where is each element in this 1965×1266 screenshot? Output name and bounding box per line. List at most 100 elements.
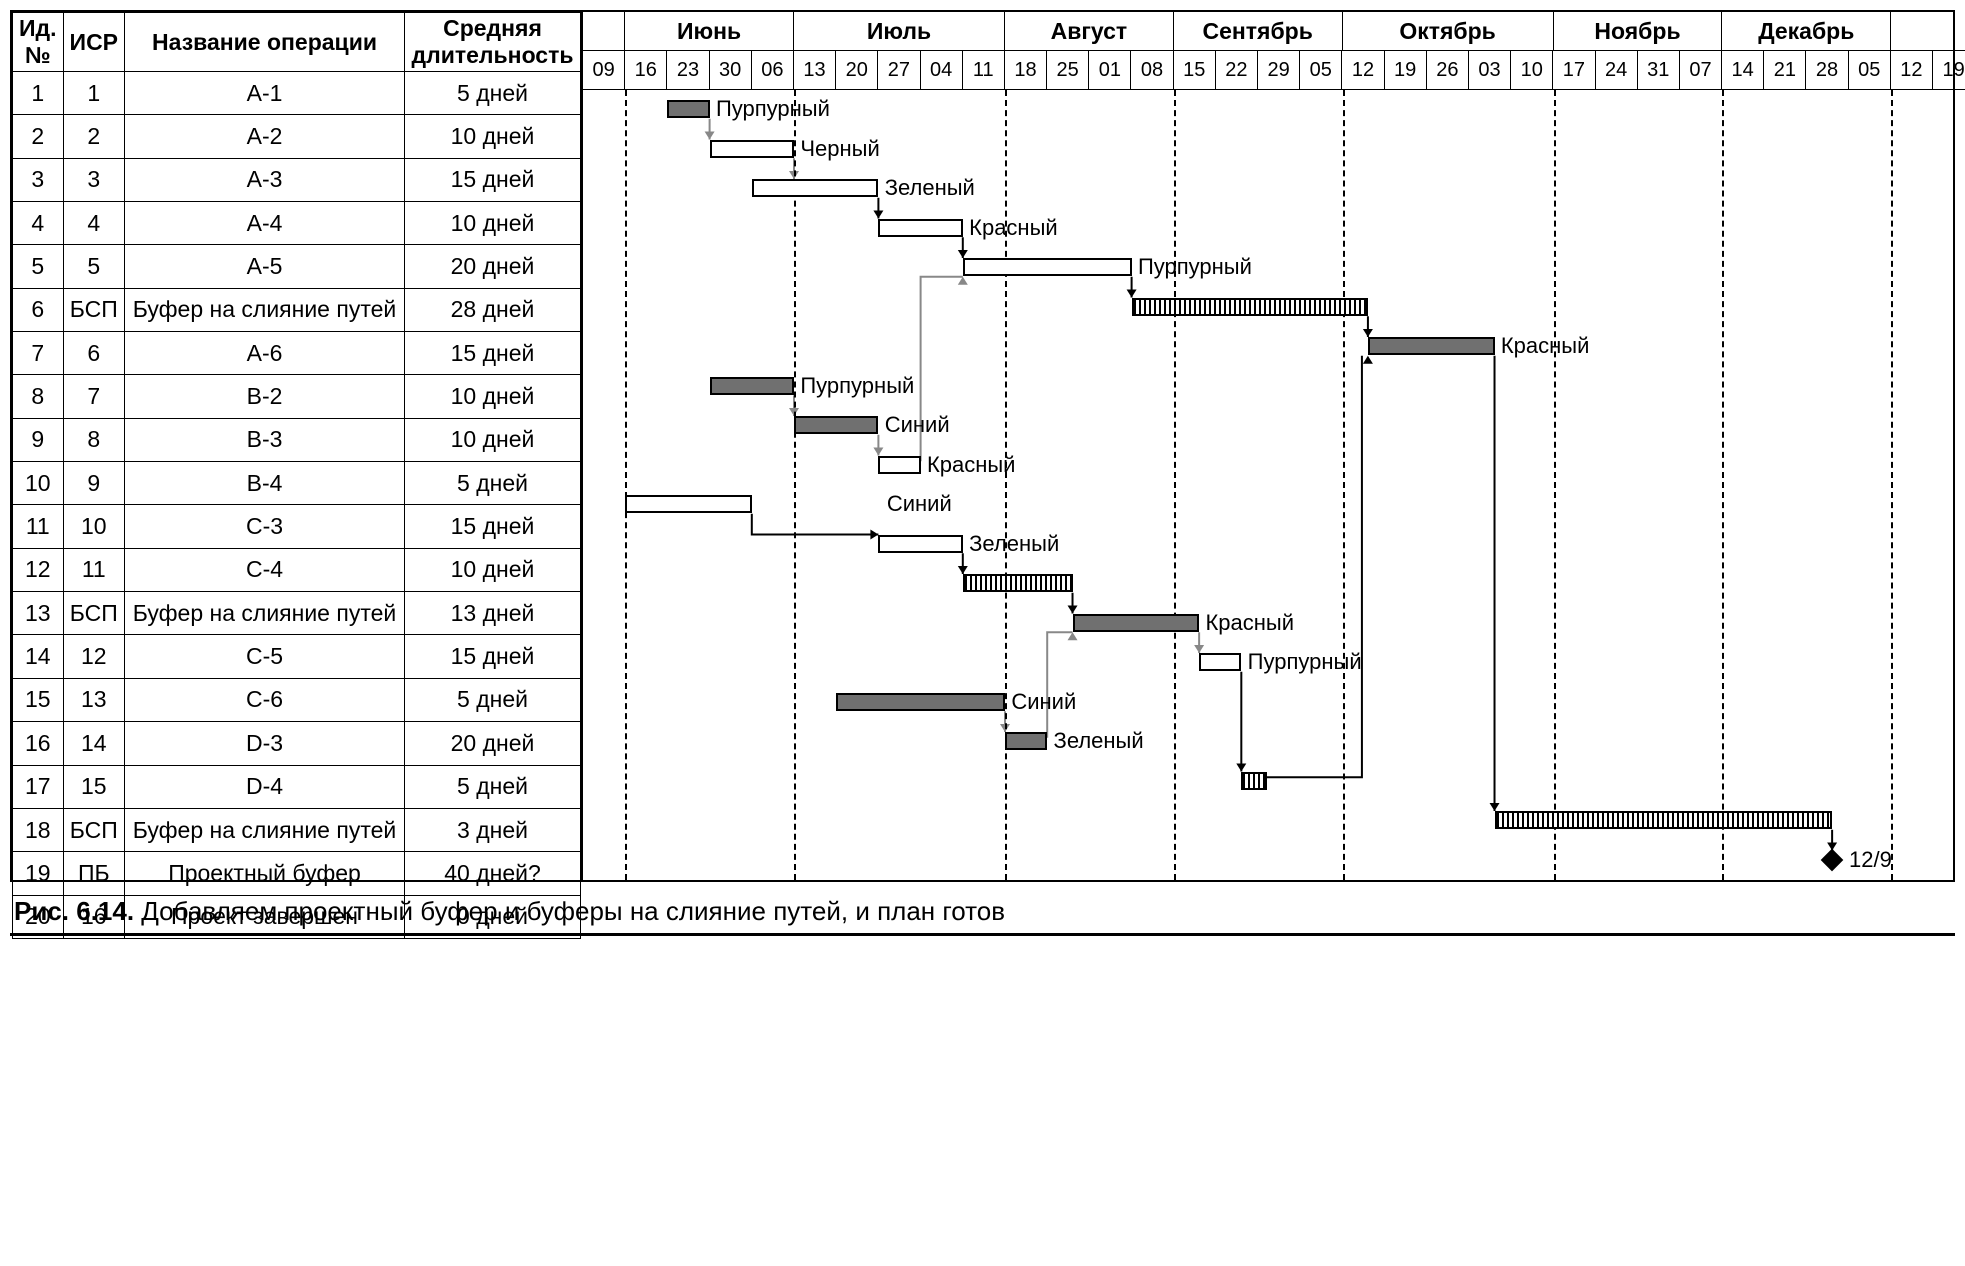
gantt-row	[583, 564, 1965, 604]
cell-wbs: 8	[63, 418, 124, 461]
table-row: 109B-45 дней	[13, 462, 581, 505]
cell-dur: 15 дней	[405, 332, 581, 375]
gantt-bar	[1073, 614, 1200, 632]
week-header: 27	[878, 51, 920, 89]
week-header: 31	[1638, 51, 1680, 89]
cell-dur: 15 дней	[405, 635, 581, 678]
cell-name: C-6	[125, 678, 405, 721]
cell-id: 15	[13, 678, 64, 721]
table-row: 11A-15 дней	[13, 72, 581, 115]
th-wbs: ИСР	[63, 13, 124, 72]
cell-dur: 10 дней	[405, 202, 581, 245]
gantt-bar	[878, 456, 920, 474]
week-header: 10	[1511, 51, 1553, 89]
gantt-bar	[710, 140, 794, 158]
gantt-bar	[667, 100, 709, 118]
bar-label: Красный	[927, 452, 1016, 478]
cell-name: C-3	[125, 505, 405, 548]
bar-label: Зеленый	[969, 531, 1059, 557]
gantt-row: Красный	[583, 604, 1965, 644]
week-header: 16	[625, 51, 667, 89]
week-header: 29	[1258, 51, 1300, 89]
cell-name: Буфер на слияние путей	[125, 288, 405, 331]
week-header: 30	[710, 51, 752, 89]
table-row: 22A-210 дней	[13, 115, 581, 158]
cell-id: 17	[13, 765, 64, 808]
cell-wbs: 4	[63, 202, 124, 245]
cell-name: A-1	[125, 72, 405, 115]
gantt-figure: Ид.№ ИСР Название операции Средняядлител…	[10, 10, 1955, 936]
cell-wbs: 10	[63, 505, 124, 548]
cell-name: A-5	[125, 245, 405, 288]
cell-name: D-4	[125, 765, 405, 808]
cell-id: 6	[13, 288, 64, 331]
table-row: 1614D-320 дней	[13, 722, 581, 765]
cell-wbs: БСП	[63, 592, 124, 635]
gantt-row	[583, 762, 1965, 802]
gantt-row: Красный	[583, 327, 1965, 367]
th-name: Название операции	[125, 13, 405, 72]
table-row: 1513C-65 дней	[13, 678, 581, 721]
gantt-bar	[963, 574, 1073, 592]
gantt-bar	[963, 258, 1132, 276]
cell-wbs: 11	[63, 548, 124, 591]
cell-wbs: 3	[63, 158, 124, 201]
cell-dur: 20 дней	[405, 245, 581, 288]
week-header: 22	[1216, 51, 1258, 89]
cell-dur: 40 дней?	[405, 852, 581, 895]
week-header: 23	[667, 51, 709, 89]
cell-name: C-5	[125, 635, 405, 678]
cell-name: Проектный буфер	[125, 852, 405, 895]
cell-id: 12	[13, 548, 64, 591]
gantt-row: Красный	[583, 446, 1965, 486]
cell-id: 10	[13, 462, 64, 505]
cell-id: 9	[13, 418, 64, 461]
bar-label: Черный	[800, 136, 879, 162]
cell-wbs: 7	[63, 375, 124, 418]
week-header: 08	[1131, 51, 1173, 89]
week-header: 04	[921, 51, 963, 89]
gantt-chart: ИюньИюльАвгустСентябрьОктябрьНоябрьДекаб…	[581, 12, 1965, 880]
bar-label: Пурпурный	[1138, 254, 1252, 280]
gantt-bar	[710, 377, 794, 395]
cell-dur: 15 дней	[405, 505, 581, 548]
table-row: 6БСПБуфер на слияние путей28 дней	[13, 288, 581, 331]
month-header: Июнь	[625, 12, 794, 50]
cell-dur: 13 дней	[405, 592, 581, 635]
week-header: 26	[1427, 51, 1469, 89]
gantt-row: Пурпурный	[583, 248, 1965, 288]
week-header: 24	[1596, 51, 1638, 89]
gantt-row: Пурпурный	[583, 90, 1965, 130]
gantt-bar	[1199, 653, 1241, 671]
month-header	[583, 12, 625, 50]
cell-name: A-4	[125, 202, 405, 245]
week-header: 13	[794, 51, 836, 89]
cell-dur: 5 дней	[405, 72, 581, 115]
gantt-bar	[1132, 298, 1368, 316]
table-row: 55A-520 дней	[13, 245, 581, 288]
bar-label: Пурпурный	[1248, 649, 1362, 675]
cell-wbs: 2	[63, 115, 124, 158]
gantt-row: Зеленый	[583, 525, 1965, 565]
cell-wbs: БСП	[63, 808, 124, 851]
gantt-row: Красный	[583, 209, 1965, 249]
milestone-diamond	[1821, 848, 1844, 871]
cell-id: 13	[13, 592, 64, 635]
cell-dur: 5 дней	[405, 678, 581, 721]
week-header: 06	[752, 51, 794, 89]
cell-id: 5	[13, 245, 64, 288]
cell-dur: 20 дней	[405, 722, 581, 765]
cell-id: 16	[13, 722, 64, 765]
cell-name: D-3	[125, 722, 405, 765]
gantt-row: Синий	[583, 683, 1965, 723]
table-row: 19ПБПроектный буфер40 дней?	[13, 852, 581, 895]
gantt-row: Зеленый	[583, 169, 1965, 209]
week-header: 07	[1680, 51, 1722, 89]
cell-dur: 3 дней	[405, 808, 581, 851]
table-row: 13БСПБуфер на слияние путей13 дней	[13, 592, 581, 635]
table-row: 44A-410 дней	[13, 202, 581, 245]
table-row: 18БСПБуфер на слияние путей3 дней	[13, 808, 581, 851]
gantt-bar	[794, 416, 878, 434]
week-header: 18	[1005, 51, 1047, 89]
cell-dur: 10 дней	[405, 115, 581, 158]
